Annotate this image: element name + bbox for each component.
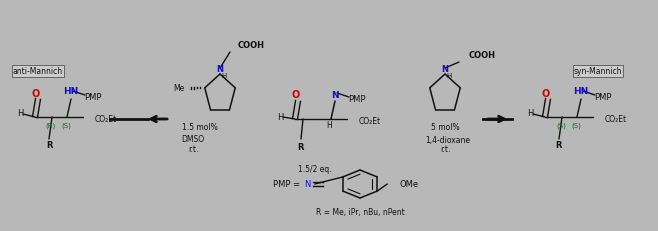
- Text: O: O: [32, 89, 40, 99]
- Text: COOH: COOH: [469, 50, 496, 59]
- Text: O: O: [542, 89, 550, 99]
- Text: PMP =: PMP =: [273, 180, 300, 189]
- Text: anti-Mannich: anti-Mannich: [13, 67, 63, 76]
- Text: HN: HN: [63, 87, 78, 96]
- Text: CO₂Et: CO₂Et: [95, 115, 117, 124]
- Text: OMe: OMe: [399, 180, 418, 189]
- Text: syn-Mannich: syn-Mannich: [574, 67, 622, 76]
- Text: H: H: [221, 73, 226, 79]
- Text: 1,4-dioxane: 1,4-dioxane: [426, 135, 470, 144]
- Text: PMP: PMP: [594, 93, 612, 102]
- Text: N: N: [442, 65, 449, 74]
- Text: N: N: [331, 90, 339, 99]
- Text: (S): (S): [571, 122, 581, 129]
- Text: (R): (R): [45, 122, 55, 129]
- Text: 1.5 mol%: 1.5 mol%: [182, 123, 218, 132]
- Text: H: H: [446, 73, 451, 79]
- Text: H: H: [527, 109, 533, 118]
- Text: DMSO: DMSO: [182, 135, 205, 144]
- Text: r.t.: r.t.: [188, 145, 198, 154]
- Text: R: R: [297, 142, 303, 151]
- Text: O: O: [292, 90, 300, 100]
- Text: Me: Me: [174, 84, 185, 93]
- Text: (S): (S): [556, 122, 566, 129]
- Text: r.t.: r.t.: [440, 145, 450, 154]
- Text: PMP: PMP: [348, 95, 366, 104]
- Text: R: R: [556, 141, 562, 150]
- Text: 5 mol%: 5 mol%: [431, 123, 459, 132]
- Text: (S): (S): [61, 122, 71, 129]
- Text: N: N: [305, 180, 311, 189]
- Text: R = Me, iPr, nBu, nPent: R = Me, iPr, nBu, nPent: [316, 208, 405, 217]
- Text: COOH: COOH: [238, 40, 265, 49]
- Text: PMP: PMP: [84, 93, 102, 102]
- Text: HN: HN: [573, 87, 589, 96]
- Text: N: N: [216, 65, 224, 74]
- Text: CO₂Et: CO₂Et: [605, 115, 627, 124]
- Text: R: R: [46, 141, 52, 150]
- Text: CO₂Et: CO₂Et: [359, 117, 381, 126]
- Text: 1.5/2 eq.: 1.5/2 eq.: [298, 165, 332, 174]
- Text: H: H: [277, 113, 283, 122]
- Text: H: H: [17, 109, 23, 118]
- Text: H: H: [326, 121, 332, 130]
